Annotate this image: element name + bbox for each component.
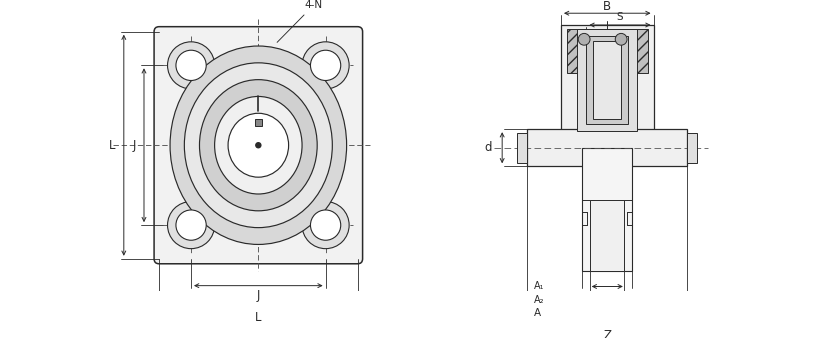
Bar xyxy=(527,129,687,166)
Circle shape xyxy=(176,50,206,80)
Circle shape xyxy=(310,210,341,240)
Text: L: L xyxy=(109,139,115,152)
Text: J: J xyxy=(133,139,136,152)
Text: Z: Z xyxy=(603,329,611,338)
Ellipse shape xyxy=(170,46,347,244)
Bar xyxy=(593,41,621,119)
Text: L: L xyxy=(255,311,262,324)
Bar xyxy=(582,148,632,271)
Text: A₂: A₂ xyxy=(534,295,544,305)
Circle shape xyxy=(255,143,261,148)
Ellipse shape xyxy=(215,96,302,194)
Text: A: A xyxy=(534,308,541,318)
Bar xyxy=(255,119,262,126)
Circle shape xyxy=(167,42,215,89)
Bar xyxy=(591,200,624,271)
Circle shape xyxy=(579,33,590,45)
Circle shape xyxy=(310,50,341,80)
Bar xyxy=(517,132,527,163)
Bar xyxy=(561,25,654,131)
Bar xyxy=(577,29,637,131)
Ellipse shape xyxy=(228,113,289,177)
Circle shape xyxy=(615,33,627,45)
Bar xyxy=(587,36,628,124)
Circle shape xyxy=(167,201,215,249)
Text: S: S xyxy=(617,11,623,22)
Text: J: J xyxy=(257,289,260,302)
Ellipse shape xyxy=(184,63,332,227)
FancyBboxPatch shape xyxy=(154,27,362,264)
Ellipse shape xyxy=(199,80,317,211)
Text: d: d xyxy=(485,141,492,154)
Circle shape xyxy=(302,42,349,89)
Bar xyxy=(566,29,648,73)
Text: B: B xyxy=(603,0,611,13)
Text: 4-N: 4-N xyxy=(277,0,322,42)
Circle shape xyxy=(176,210,206,240)
Circle shape xyxy=(302,201,349,249)
Text: A₁: A₁ xyxy=(534,282,544,291)
Bar xyxy=(687,132,697,163)
